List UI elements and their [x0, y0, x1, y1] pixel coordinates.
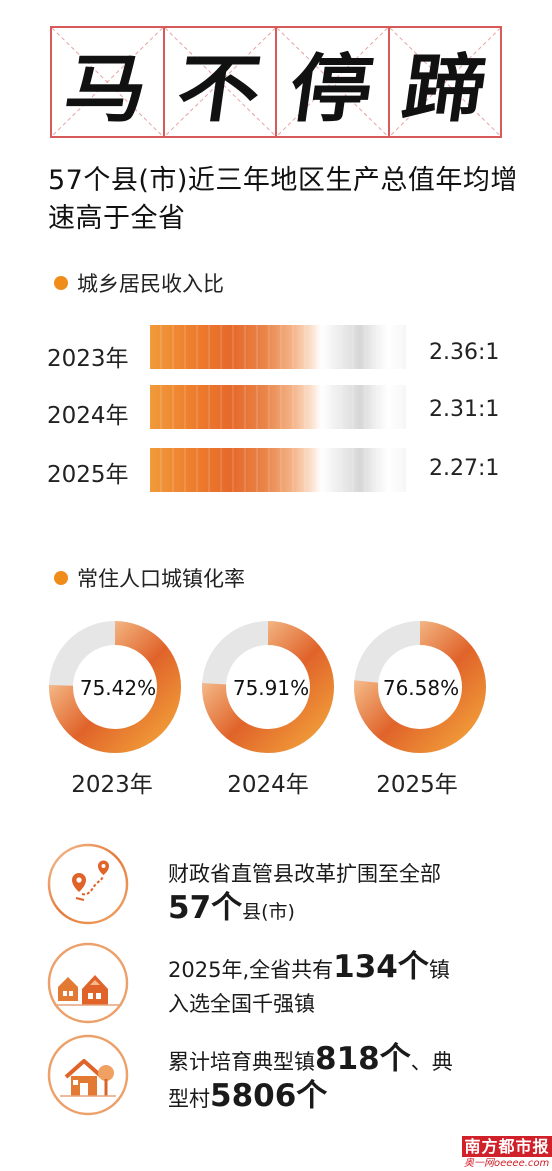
title-char: 不	[171, 45, 266, 132]
fact-line: 入选全国千强镇	[168, 992, 315, 1016]
fact-text-pre: 2025年,全省共有	[168, 958, 334, 982]
income-heading-text: 城乡居民收入比	[77, 272, 224, 296]
fact-line: 财政省直管县改革扩围至全部	[168, 862, 441, 886]
fact-unit: 县(市)	[242, 901, 295, 923]
fact-number: 57个	[168, 890, 243, 926]
logo-sub: 奥一网oeeee.com	[464, 1158, 550, 1169]
title-char: 马	[59, 45, 154, 132]
title-char: 停	[284, 45, 379, 132]
title-tile: 不	[162, 26, 277, 138]
ratio-value-label: 2.31:1	[429, 397, 500, 422]
urbanization-donut	[354, 621, 486, 753]
donut-value-label: 76.58%	[382, 676, 460, 700]
donut-value-label: 75.91%	[232, 676, 310, 700]
subtitle: 57个县(市)近三年地区生产总值年均增速高于全省	[48, 165, 518, 234]
donut-value-arc	[202, 621, 334, 753]
fact-line: 型村5806个	[168, 1079, 528, 1116]
donut-value-arc	[49, 621, 181, 753]
bar-year-label: 2024年	[47, 403, 129, 429]
tile-guide-lines	[52, 28, 163, 136]
donut-year-label: 2023年	[71, 772, 153, 798]
fact-reform: 财政省直管县改革扩围至全部 57个县(市)	[168, 857, 528, 929]
fact-number: 134个	[333, 949, 429, 985]
donut-value-arc	[354, 621, 486, 753]
fact-text-post: 镇	[428, 958, 450, 982]
ratio-bar	[150, 325, 406, 369]
fact-line: 累计培育典型镇818个、典	[168, 1042, 528, 1079]
ratio-value-label: 2.36:1	[429, 340, 500, 365]
ratio-bar	[150, 385, 406, 429]
fact-number: 818个	[315, 1041, 411, 1077]
donut-year-label: 2024年	[227, 772, 309, 798]
title-char: 蹄	[396, 45, 491, 132]
title-tile: 停	[275, 26, 390, 138]
bar-year-label: 2025年	[47, 462, 129, 488]
income-section-heading: 城乡居民收入比	[54, 268, 224, 298]
town-houses-icon	[47, 942, 129, 1024]
fact-text-pre: 累计培育典型镇	[168, 1050, 315, 1074]
newspaper-logo: 南方都市报 奥一网oeeee.com	[462, 1136, 552, 1171]
urban-heading-text: 常住人口城镇化率	[77, 567, 245, 591]
donut-year-label: 2025年	[376, 772, 458, 798]
fact-line: 57个县(市)	[168, 891, 528, 929]
bullet-dot-icon	[54, 276, 68, 290]
title-tile: 马	[50, 26, 165, 138]
ratio-value-label: 2.27:1	[429, 456, 500, 481]
fact-line: 2025年,全省共有134个镇	[168, 950, 528, 987]
fact-text-mid: 、典	[410, 1050, 453, 1074]
tile-guide-lines	[389, 28, 500, 136]
bullet-dot-icon	[54, 571, 68, 585]
title-tile: 蹄	[387, 26, 502, 138]
fact-towns: 2025年,全省共有134个镇 入选全国千强镇	[168, 950, 528, 1021]
fact-typical: 累计培育典型镇818个、典 型村5806个	[168, 1042, 528, 1116]
urban-section-heading: 常住人口城镇化率	[54, 563, 245, 593]
tile-guide-lines	[277, 28, 388, 136]
tile-guide-lines	[164, 28, 275, 136]
ratio-bar	[150, 448, 406, 492]
donut-value-label: 75.42%	[79, 676, 157, 700]
logo-name: 南方都市报	[462, 1136, 552, 1157]
fact-text-pre2: 型村	[168, 1087, 210, 1111]
title-banner: 马 不 停 蹄	[50, 26, 508, 138]
urbanization-donut	[49, 621, 181, 753]
fact-number: 5806个	[210, 1078, 328, 1114]
bar-year-label: 2023年	[47, 346, 129, 372]
location-route-icon	[47, 843, 129, 925]
urbanization-donut	[202, 621, 334, 753]
village-house-icon	[47, 1034, 129, 1116]
